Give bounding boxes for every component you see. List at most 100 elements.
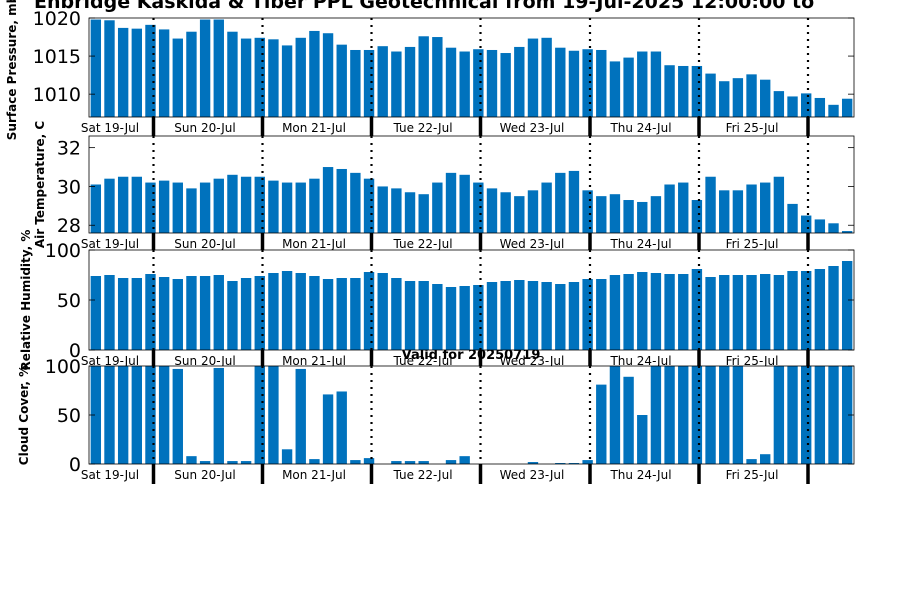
bar <box>227 461 238 464</box>
bar <box>678 366 689 464</box>
bar <box>186 188 197 233</box>
bar <box>322 167 334 233</box>
bar <box>145 366 156 464</box>
bar <box>527 281 539 350</box>
bar <box>514 280 525 350</box>
x-tick-label: Sat 19-Jul <box>81 237 139 251</box>
bar <box>746 74 757 117</box>
bar <box>131 366 142 464</box>
bar <box>787 203 798 233</box>
bar <box>295 37 306 117</box>
y-tick-label: 100 <box>45 240 81 262</box>
bar <box>828 266 839 350</box>
bar <box>500 281 511 350</box>
bar <box>650 196 662 233</box>
bar <box>213 19 224 117</box>
bar <box>418 36 429 117</box>
x-tick-label: Mon 21-Jul <box>282 468 346 482</box>
bar <box>445 47 457 118</box>
x-tick-label: Sun 20-Jul <box>174 121 235 135</box>
bar <box>691 200 703 233</box>
bar <box>459 51 470 118</box>
bar <box>596 384 607 464</box>
y-axis-label: Relative Humidity, % <box>19 230 33 371</box>
bar <box>391 278 402 350</box>
bar <box>637 201 648 233</box>
bar <box>719 81 730 117</box>
bar <box>117 278 129 350</box>
bar <box>637 415 648 464</box>
bar <box>637 272 648 350</box>
x-tick-label: Fri 25-Jul <box>726 468 779 482</box>
x-tick-label: Sat 19-Jul <box>81 121 139 135</box>
bar <box>336 391 347 464</box>
bar <box>268 366 279 464</box>
bar <box>404 192 416 233</box>
y-tick-label: 1020 <box>33 8 81 30</box>
bar <box>596 196 607 233</box>
bar <box>336 278 347 350</box>
bar <box>514 46 525 117</box>
bar <box>377 46 388 117</box>
bar <box>418 194 429 233</box>
bar <box>773 176 785 233</box>
bar <box>350 172 361 233</box>
bar <box>158 180 170 233</box>
y-tick-label: 50 <box>57 405 81 427</box>
x-tick-label: Tue 22-Jul <box>392 237 452 251</box>
figure-title: Enbridge Kaskida & Tiber PPL Geotechnica… <box>34 0 814 13</box>
bar <box>418 281 429 350</box>
bar <box>131 28 142 117</box>
bar <box>254 276 265 350</box>
bar <box>254 366 265 464</box>
bar <box>705 73 716 117</box>
x-tick-label: Thu 24-Jul <box>609 121 671 135</box>
bar <box>377 186 388 233</box>
bar <box>268 180 279 233</box>
bar <box>732 190 744 233</box>
x-tick-label: Mon 21-Jul <box>282 354 346 368</box>
x-tick-label: Tue 22-Jul <box>392 468 452 482</box>
bar <box>213 367 224 464</box>
x-tick-label: Wed 23-Jul <box>500 121 565 135</box>
bar <box>445 172 457 233</box>
bar <box>199 182 211 233</box>
bar <box>117 176 129 233</box>
bar <box>473 285 484 350</box>
bar <box>841 366 853 464</box>
bar <box>240 461 252 464</box>
bar <box>623 200 634 233</box>
bar <box>746 184 757 233</box>
bar <box>582 49 593 117</box>
bar <box>445 460 457 464</box>
bar <box>268 273 279 350</box>
axes-frame <box>88 17 855 118</box>
bar <box>336 44 347 117</box>
bar <box>145 274 156 350</box>
bar <box>760 182 771 233</box>
bar <box>787 96 798 117</box>
bar <box>281 271 293 350</box>
bar <box>90 184 102 233</box>
bar <box>391 461 402 464</box>
bar <box>336 168 347 233</box>
x-tick-label: Thu 24-Jul <box>609 468 671 482</box>
bar <box>568 463 580 464</box>
bar <box>363 458 375 464</box>
bar <box>350 460 361 464</box>
bar <box>104 178 115 233</box>
bar <box>664 184 675 233</box>
bar <box>473 49 484 117</box>
bar <box>719 275 730 350</box>
bar <box>828 223 839 233</box>
bar <box>609 194 621 233</box>
bar <box>760 79 771 117</box>
bar <box>186 276 197 350</box>
bar <box>186 456 197 464</box>
bar <box>841 261 853 350</box>
bar <box>213 275 224 350</box>
bar <box>814 366 826 464</box>
bar <box>623 57 634 117</box>
bar <box>760 454 771 464</box>
